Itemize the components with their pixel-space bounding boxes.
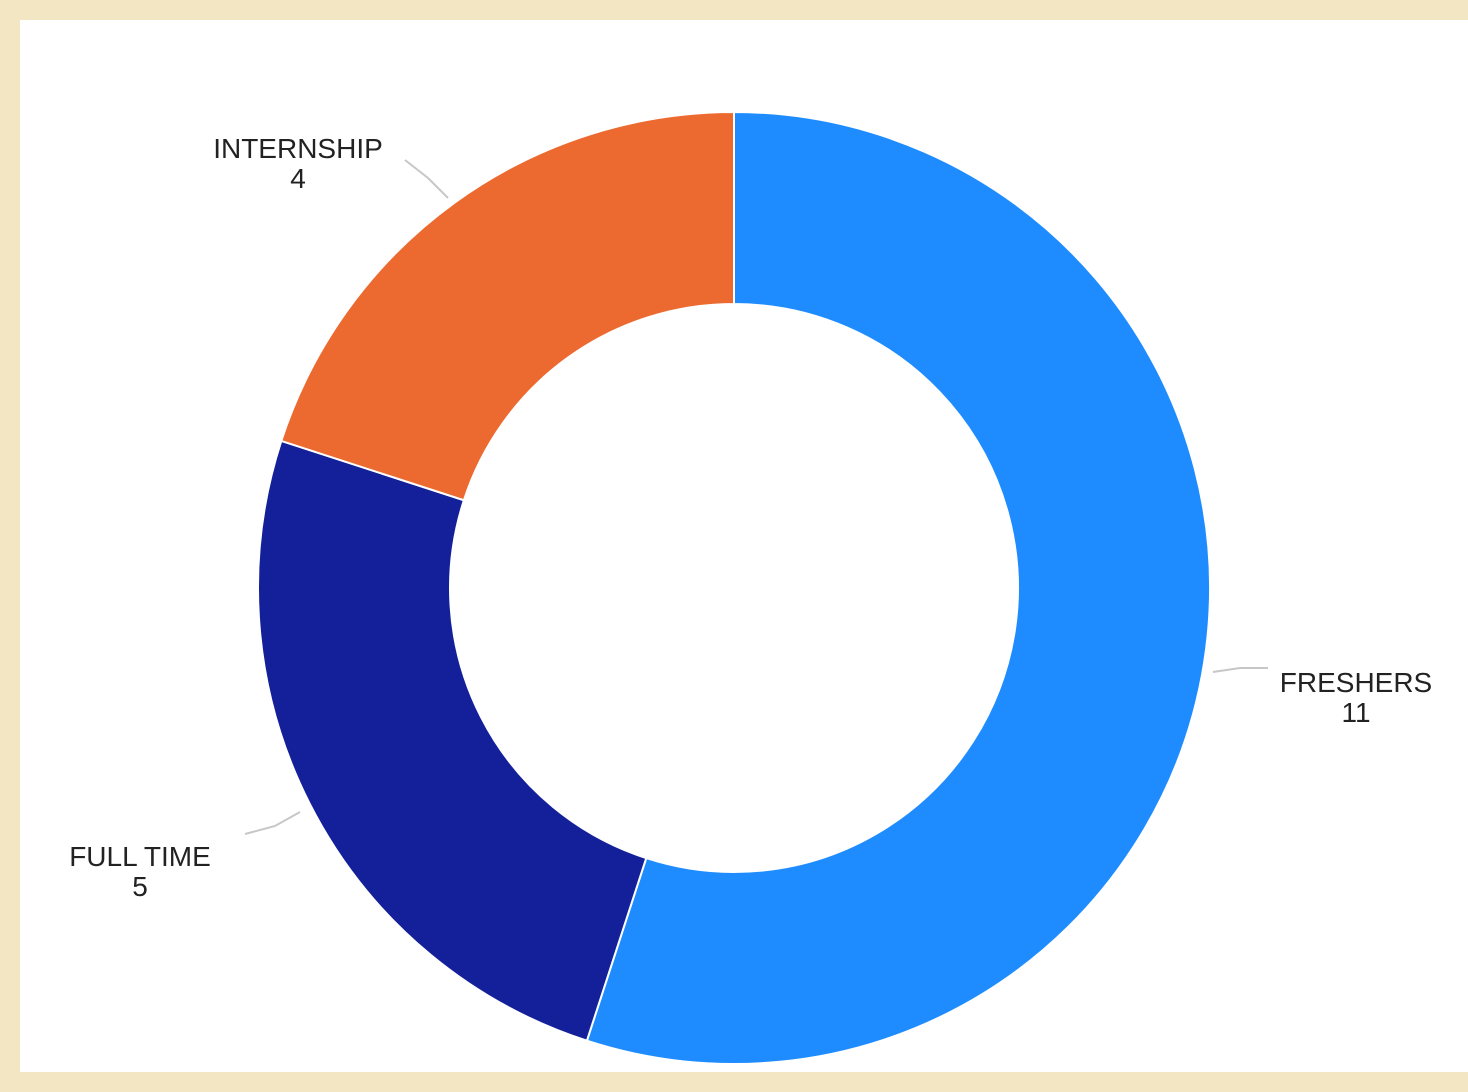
- slice-value-freshers: 11: [1341, 697, 1370, 728]
- slice-value-internship: 4: [290, 163, 306, 194]
- label-internship: INTERNSHIP 4: [213, 133, 449, 199]
- slice-value-full-time: 5: [132, 871, 148, 902]
- slice-full-time: [257, 439, 648, 1042]
- slice-label-full-time: FULL TIME: [69, 841, 211, 872]
- leader-freshers: [1212, 667, 1268, 673]
- slice-internship: [280, 110, 735, 502]
- label-full-time: FULL TIME 5: [69, 811, 301, 902]
- label-freshers: FRESHERS 11: [1212, 667, 1432, 728]
- slice-label-internship: INTERNSHIP: [213, 133, 383, 164]
- slice-label-freshers: FRESHERS: [1280, 667, 1432, 698]
- leader-internship: [404, 159, 449, 199]
- slice-freshers: [585, 110, 1211, 1065]
- leader-full-time: [244, 811, 301, 835]
- slices-group: [257, 110, 1211, 1065]
